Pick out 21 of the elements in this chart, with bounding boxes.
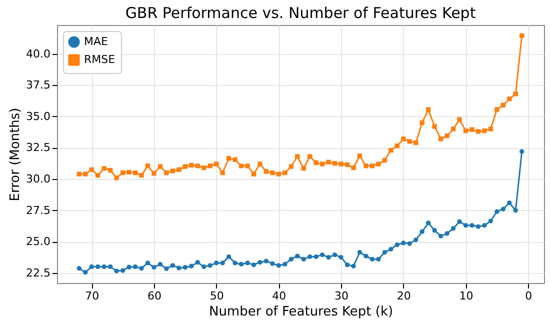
x-tick-label: 40 xyxy=(272,290,286,302)
x-tick-label: 0 xyxy=(525,290,532,302)
y-tick-label: 35.0 xyxy=(26,110,50,123)
y-tick-label: 22.5 xyxy=(26,266,50,280)
y-tick-label: 30.0 xyxy=(26,172,50,186)
y-tick-label: 40.0 xyxy=(26,47,50,60)
x-tick-label: 20 xyxy=(396,290,411,302)
x-axis-title: Number of Features Kept (k) xyxy=(208,304,394,320)
legend-label: MAE xyxy=(84,35,108,48)
x-tick-label: 70 xyxy=(85,290,100,302)
x-tick-label: 50 xyxy=(210,290,224,302)
y-tick-label: 25.0 xyxy=(26,235,50,248)
chart-title: GBR Performance vs. Number of Features Kept xyxy=(125,4,476,22)
y-tick-label: 32.5 xyxy=(26,141,50,154)
y-axis-title: Error (Months) xyxy=(8,108,24,202)
legend-label: RMSE xyxy=(84,53,116,66)
x-tick-label: 10 xyxy=(459,290,474,302)
y-tick-label: 27.5 xyxy=(26,204,50,217)
y-tick-label: 37.5 xyxy=(26,78,50,92)
x-tick-label: 60 xyxy=(147,290,162,302)
x-tick-label: 30 xyxy=(334,290,349,302)
